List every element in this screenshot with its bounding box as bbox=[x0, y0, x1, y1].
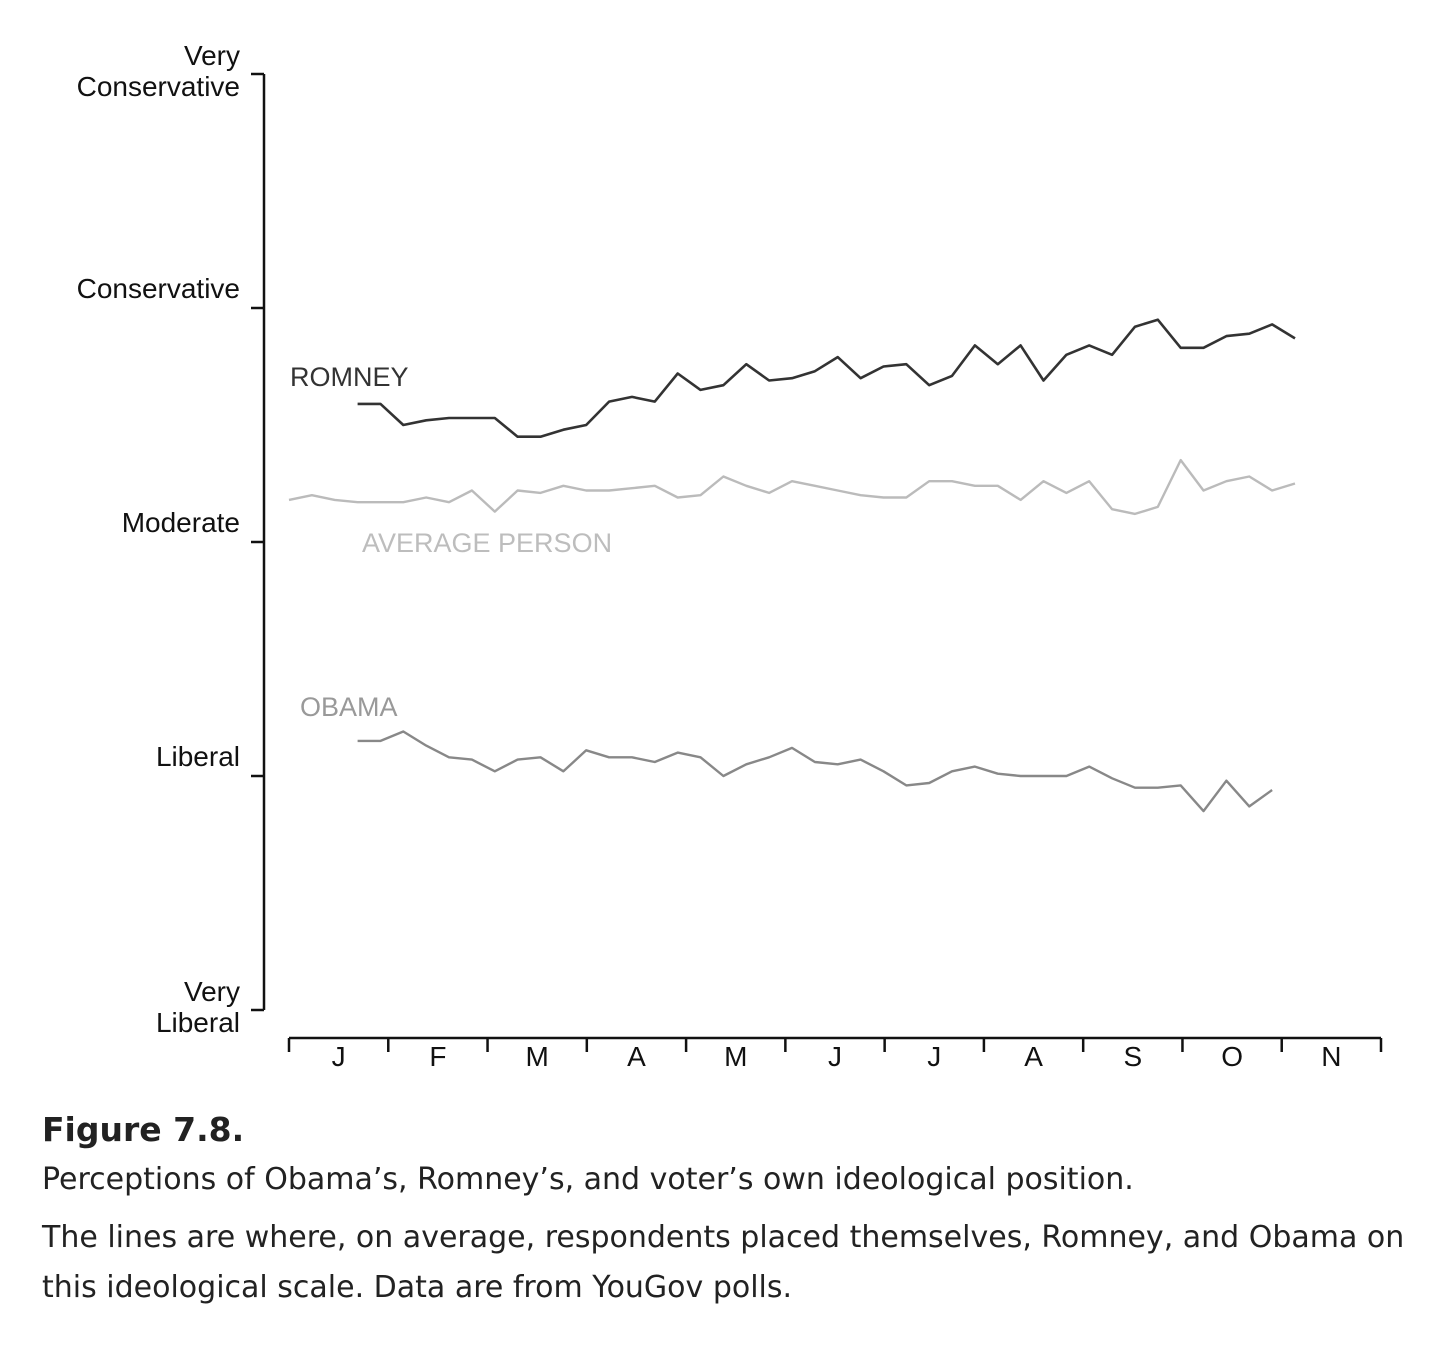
figure-caption-line2: The lines are where, on average, respond… bbox=[42, 1220, 1405, 1305]
x-tick-label: N bbox=[1321, 1041, 1341, 1072]
y-axis: Very Liberal Liberal Moderate Conservative Ve… bbox=[77, 40, 266, 1038]
x-tick-label: M bbox=[526, 1041, 549, 1072]
x-tick-label: A bbox=[627, 1041, 646, 1072]
y-tick-label: Very Conservative bbox=[77, 40, 240, 102]
x-tick-label: S bbox=[1123, 1041, 1142, 1072]
x-tick-label: F bbox=[429, 1041, 446, 1072]
series-line-obama bbox=[357, 730, 1273, 813]
x-tick-label: M bbox=[724, 1041, 747, 1072]
chart: Very Liberal Liberal Moderate Conservative Ve… bbox=[77, 40, 1383, 1072]
y-tick-label: Conservative bbox=[77, 273, 240, 304]
y-tick-label: Very Liberal bbox=[156, 976, 240, 1038]
series-line-average-person bbox=[288, 458, 1296, 516]
series-label-romney: ROMNEY bbox=[290, 362, 409, 392]
series-label-average-person: AVERAGE PERSON bbox=[362, 528, 612, 558]
figure-caption-line1: Perceptions of Obama’s, Romney’s, and vo… bbox=[42, 1162, 1134, 1197]
x-tick-label: J bbox=[332, 1041, 346, 1072]
y-tick-label: Moderate bbox=[122, 507, 240, 538]
series-line-romney bbox=[357, 318, 1296, 439]
figure-title: Figure 7.8. bbox=[42, 1110, 245, 1149]
x-tick-label: J bbox=[828, 1041, 842, 1072]
x-tick-label: J bbox=[927, 1041, 941, 1072]
x-tick-label: A bbox=[1024, 1041, 1043, 1072]
y-tick-label: Liberal bbox=[156, 741, 240, 772]
series-lines bbox=[288, 318, 1296, 813]
x-tick-label: O bbox=[1221, 1041, 1243, 1072]
series-label-obama: OBAMA bbox=[300, 692, 398, 722]
